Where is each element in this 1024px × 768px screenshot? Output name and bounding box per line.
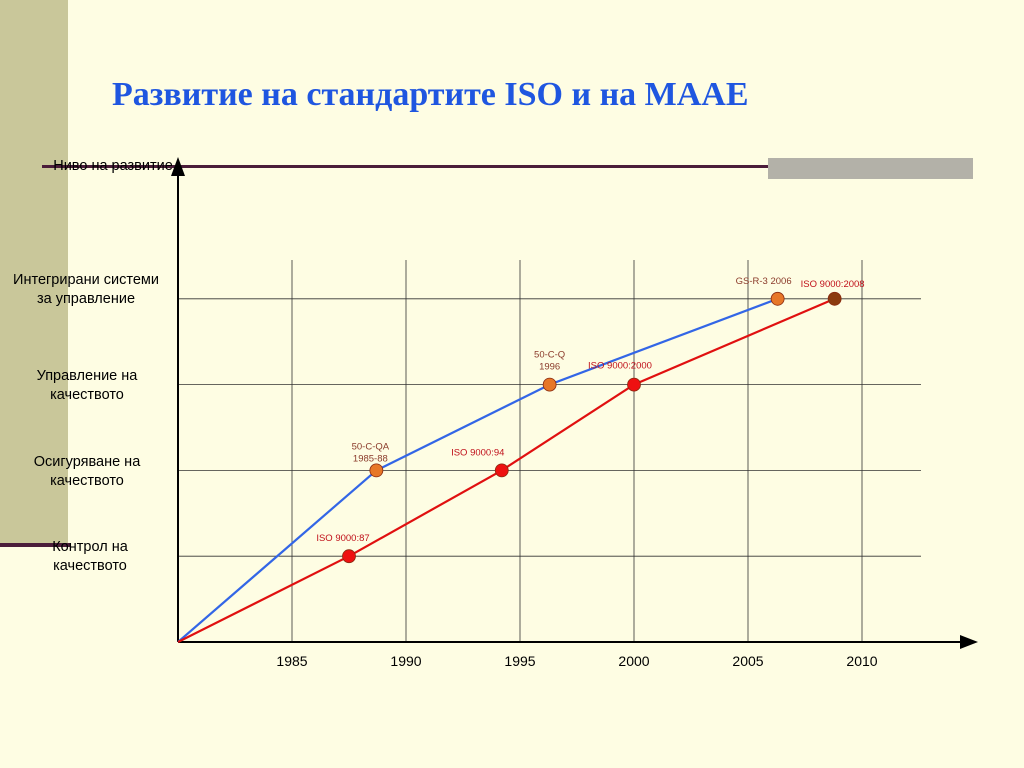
marker-iso-4 bbox=[827, 291, 842, 306]
annotation-iaea-2-line2: 1996 bbox=[539, 362, 560, 373]
y-axis-title: Ниво на развитие bbox=[53, 158, 173, 174]
marker-iaea-2 bbox=[542, 377, 557, 392]
annotation-iso-3: ISO 9000:2000 bbox=[588, 361, 652, 372]
x-tick-label-2005: 2005 bbox=[732, 653, 763, 669]
annotation-iaea-3: GS-R-3 2006 bbox=[736, 276, 792, 287]
y-level-label-3: Управление на качеството bbox=[36, 368, 138, 403]
x-tick-label-2010: 2010 bbox=[846, 653, 877, 669]
marker-iaea-1 bbox=[369, 463, 384, 478]
side-rule bbox=[0, 543, 70, 547]
series-line-iaea bbox=[177, 297, 779, 643]
x-tick-label-2000: 2000 bbox=[618, 653, 649, 669]
y-level-label-4: Интегрирани системи за управление bbox=[13, 272, 159, 307]
annotation-iso-2: ISO 9000:94 bbox=[451, 447, 504, 458]
y-axis-arrow bbox=[171, 157, 185, 176]
annotation-iso-4: ISO 9000:2008 bbox=[801, 279, 865, 290]
x-axis-arrow bbox=[960, 635, 978, 649]
marker-iso-1 bbox=[342, 549, 356, 564]
slide-title: Развитие на стандартите ISO и на МААЕ bbox=[112, 76, 749, 113]
x-tick-label-1985: 1985 bbox=[276, 653, 307, 669]
annotation-iso-1: ISO 9000:87 bbox=[316, 533, 369, 544]
x-tick-label-1990: 1990 bbox=[390, 653, 421, 669]
y-level-label-2: Осигуряване на качеството bbox=[33, 454, 141, 489]
y-level-label-1: Контрол на качеството bbox=[52, 539, 128, 574]
top-rule bbox=[42, 165, 972, 168]
side-decoration-bar bbox=[0, 0, 68, 545]
marker-iso-2 bbox=[494, 463, 509, 478]
annotation-iaea-2-line1: 50-C-Q bbox=[534, 350, 565, 361]
marker-iaea-3 bbox=[770, 291, 785, 306]
marker-iso-3 bbox=[627, 377, 641, 392]
x-tick-label-1995: 1995 bbox=[504, 653, 535, 669]
annotation-iaea-1-line1: 50-C-QA bbox=[352, 441, 390, 452]
grey-accent-block bbox=[768, 158, 973, 179]
annotation-iaea-1-line2: 1985-88 bbox=[353, 453, 388, 464]
